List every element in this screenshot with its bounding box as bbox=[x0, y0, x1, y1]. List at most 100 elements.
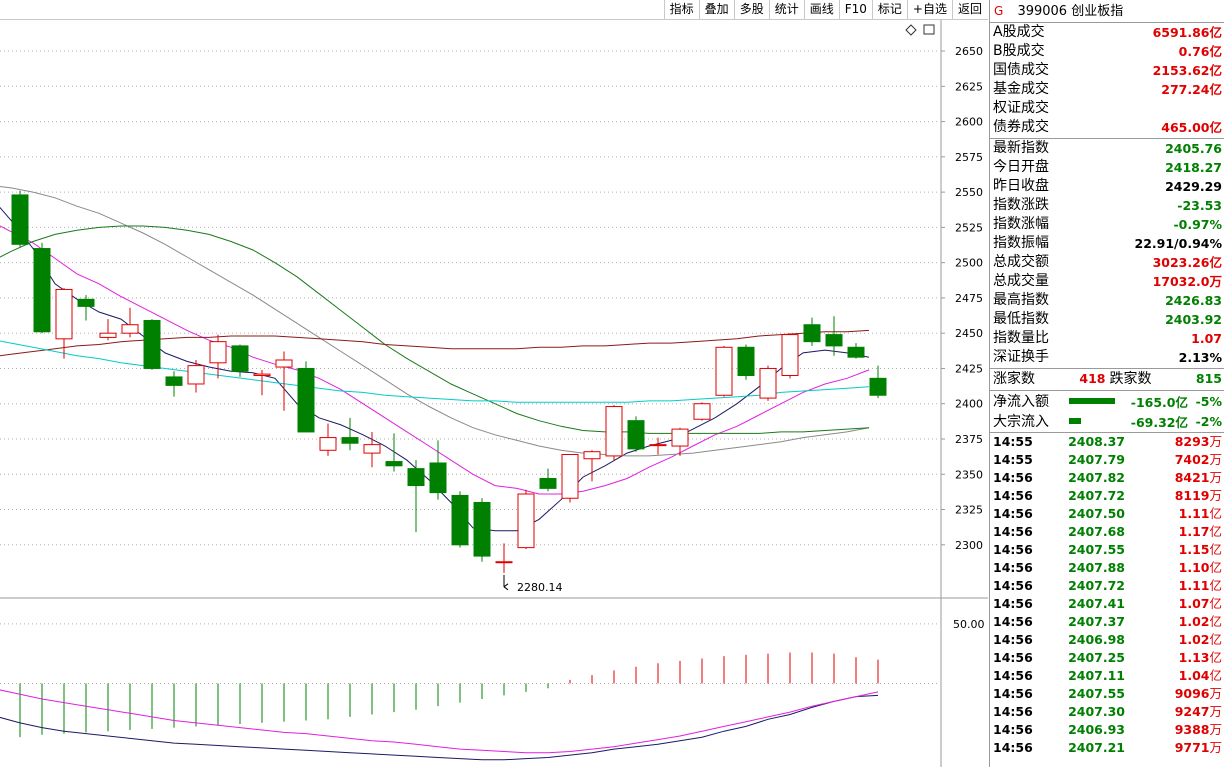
tick-time: 14:56 bbox=[993, 668, 1033, 683]
stat-row-value: -23.53 bbox=[1177, 198, 1222, 213]
turnover-row: B股成交 0.76亿 bbox=[990, 42, 1224, 61]
stat-row-label: 昨日收盘 bbox=[993, 178, 1049, 194]
tick-volume: 1.15亿 bbox=[1179, 541, 1222, 559]
ma-line-3 bbox=[0, 225, 870, 434]
tick-volume: 9247万 bbox=[1175, 703, 1222, 721]
price-tick-label: 2525 bbox=[955, 221, 983, 234]
stat-row-label: 总成交量 bbox=[993, 273, 1049, 289]
turnover-row: 权证成交 bbox=[990, 99, 1224, 118]
stat-row-label: 深证换手 bbox=[993, 349, 1049, 365]
up-count-label: 涨家数 bbox=[993, 371, 1035, 387]
kline-chart[interactable]: 2650 2625 2600 2575 2550 2525 2500 2475 2450 2425… bbox=[0, 0, 988, 767]
turnover-row: 国债成交 2153.62亿 bbox=[990, 61, 1224, 80]
tick-volume: 1.10亿 bbox=[1179, 559, 1222, 577]
toolbar-button-5[interactable]: F10 bbox=[838, 0, 872, 19]
index-name: 创业板指 bbox=[1071, 4, 1124, 19]
candle bbox=[693, 402, 711, 421]
candle-body bbox=[759, 367, 777, 399]
candle-body bbox=[561, 454, 579, 499]
tick-volume: 8293万 bbox=[1175, 433, 1222, 451]
candle bbox=[825, 316, 843, 356]
flow-label: 大宗流入 bbox=[993, 414, 1049, 430]
candle bbox=[429, 440, 447, 500]
tick-volume-unit: 亿 bbox=[1209, 560, 1222, 575]
tick-volume-value: 8119 bbox=[1174, 488, 1210, 503]
turnover-row-label: A股成交 bbox=[993, 24, 1045, 40]
candle bbox=[275, 351, 293, 411]
candle-body bbox=[319, 437, 337, 451]
tick-volume-unit: 亿 bbox=[1209, 668, 1222, 683]
candle-body bbox=[517, 493, 535, 549]
tick-volume-value: 1.07 bbox=[1178, 596, 1210, 611]
candle bbox=[341, 417, 359, 451]
tick-time: 14:56 bbox=[993, 614, 1033, 629]
indicator-line-0 bbox=[0, 694, 879, 761]
tick-list[interactable]: 14:55 2408.37 8293万 14:55 2407.79 7402万 14:56 2… bbox=[990, 433, 1224, 757]
candle-body bbox=[693, 403, 711, 420]
toolbar-button-1[interactable]: 叠加 bbox=[698, 0, 734, 19]
stat-row-value: 2403.92 bbox=[1165, 312, 1222, 327]
down-count-label: 跌家数 bbox=[1109, 371, 1152, 387]
stat-row-value: 2429.29 bbox=[1165, 179, 1222, 194]
toolbar-button-6[interactable]: 标记 bbox=[871, 0, 907, 19]
stat-row-value: 3023.26亿 bbox=[1152, 255, 1222, 270]
index-code: 399006 bbox=[1017, 4, 1068, 19]
candle bbox=[451, 491, 469, 548]
candle bbox=[649, 437, 667, 455]
toolbar-button-2[interactable]: 多股 bbox=[733, 0, 769, 19]
tick-volume-value: 8421 bbox=[1174, 470, 1210, 485]
tick-volume: 1.13亿 bbox=[1179, 649, 1222, 667]
candle bbox=[517, 489, 535, 550]
candle bbox=[297, 361, 315, 433]
tick-volume-value: 1.04 bbox=[1178, 668, 1210, 683]
stat-row-label: 总成交额 bbox=[993, 254, 1049, 270]
tick-volume-unit: 万 bbox=[1209, 704, 1222, 719]
toolbar-button-0[interactable]: 指标 bbox=[663, 0, 699, 19]
flow-section: 净流入额 -165.0亿 -5% 大宗流入 -69.32亿 -2% bbox=[990, 391, 1224, 433]
tick-row: 14:55 2408.37 8293万 bbox=[990, 433, 1224, 451]
flow-pct: -5% bbox=[1195, 393, 1222, 409]
candle-body bbox=[825, 334, 843, 347]
candle-body bbox=[671, 428, 689, 447]
tick-volume-value: 9388 bbox=[1174, 722, 1210, 737]
stat-row: 昨日收盘 2429.29 bbox=[990, 177, 1224, 196]
tick-time: 14:56 bbox=[993, 686, 1033, 701]
toolbar-button-8[interactable]: 返回 bbox=[951, 0, 987, 19]
candle-body bbox=[209, 341, 227, 364]
tick-volume-unit: 万 bbox=[1209, 470, 1222, 485]
turnover-row-label: 国债成交 bbox=[993, 62, 1049, 78]
tick-price: 2407.55 bbox=[1068, 686, 1125, 701]
candle bbox=[121, 307, 139, 338]
candle bbox=[407, 460, 425, 533]
price-tick-label: 2500 bbox=[955, 257, 983, 270]
candle-body bbox=[803, 324, 821, 343]
stat-row: 指数量比 1.07 bbox=[990, 329, 1224, 348]
tick-time: 14:56 bbox=[993, 740, 1033, 755]
toolbar-button-4[interactable]: 画线 bbox=[803, 0, 839, 19]
tick-time: 14:56 bbox=[993, 560, 1033, 575]
toolbar-button-3[interactable]: 统计 bbox=[768, 0, 804, 19]
tick-price: 2407.41 bbox=[1068, 596, 1125, 611]
tick-volume-unit: 亿 bbox=[1209, 650, 1222, 665]
flow-row: 大宗流入 -69.32亿 -2% bbox=[990, 411, 1224, 431]
turnover-row-label: 基金成交 bbox=[993, 81, 1049, 97]
tick-time: 14:56 bbox=[993, 524, 1033, 539]
candle bbox=[539, 468, 557, 492]
kline-chart-area[interactable]: 2650 2625 2600 2575 2550 2525 2500 2475 2450 2425… bbox=[0, 0, 988, 767]
tick-time: 14:56 bbox=[993, 488, 1033, 503]
ma-line-1 bbox=[0, 225, 870, 495]
toolbar-button-7[interactable]: +自选 bbox=[906, 0, 952, 19]
tick-price: 2408.37 bbox=[1068, 434, 1125, 449]
tick-volume-unit: 万 bbox=[1209, 434, 1222, 449]
candle bbox=[253, 369, 271, 396]
candle-body bbox=[605, 406, 623, 457]
low-marker-arrow bbox=[503, 583, 509, 591]
candle-body bbox=[715, 346, 733, 396]
candle-body bbox=[275, 359, 293, 368]
price-tick-label: 2450 bbox=[955, 327, 983, 340]
candle bbox=[759, 365, 777, 401]
tick-volume-value: 1.11 bbox=[1178, 578, 1210, 593]
candle bbox=[803, 317, 821, 346]
candle bbox=[165, 371, 183, 397]
stat-row: 最低指数 2403.92 bbox=[990, 310, 1224, 329]
